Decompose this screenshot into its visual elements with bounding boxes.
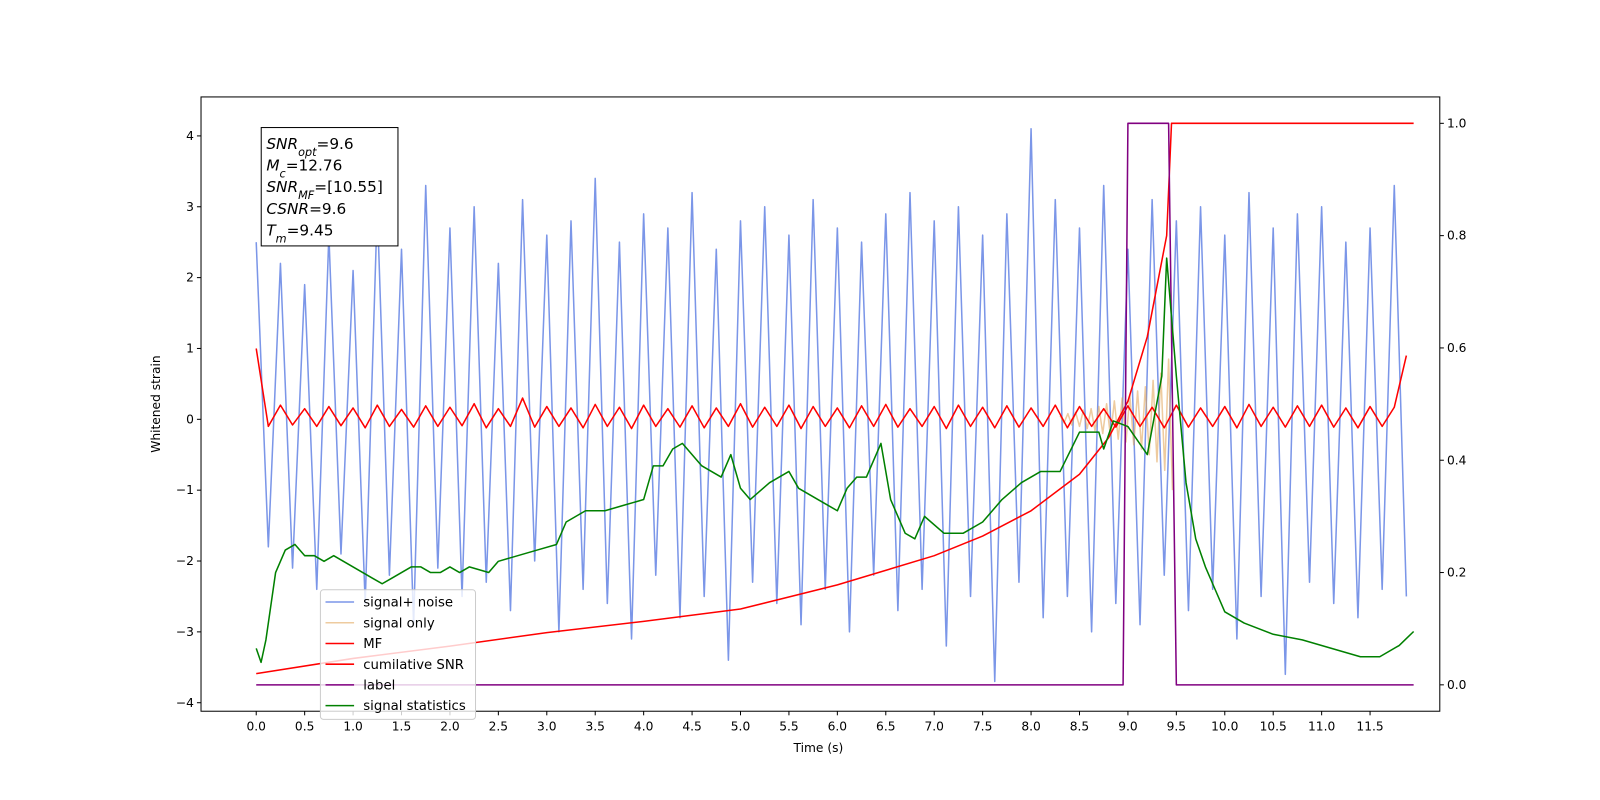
legend-label: signal only [363,616,435,631]
y2-tick-label: 0.2 [1447,566,1466,580]
x-tick-label: 2.0 [440,720,459,734]
annotation-value: =9.6 [317,135,354,153]
x-tick-label: 10.5 [1260,720,1287,734]
annotation-value: =9.6 [309,200,346,218]
y-tick-label: 0 [186,412,194,426]
x-tick-label: 6.5 [876,720,895,734]
y2-tick-label: 1.0 [1447,116,1466,130]
legend-label: signal+ noise [363,596,453,611]
annotation-symbol: T [266,222,277,240]
y2-tick-label: 0.4 [1447,453,1467,467]
annotation-subscript: m [276,232,287,245]
annotation-value: =12.76 [286,157,343,175]
annotation-value: =[10.55] [314,178,383,196]
annotation-line: Tm=9.45 [266,222,333,246]
y-tick-label: 3 [186,200,194,214]
annotation-subscript: c [280,167,287,180]
x-tick-label: 0.5 [295,720,314,734]
x-tick-label: 7.0 [924,720,943,734]
annotation-line: CSNR=9.6 [266,200,346,218]
x-tick-label: 4.5 [682,720,701,734]
annotation-box [260,127,399,247]
y-axis-label: Whitened strain [149,355,163,452]
legend-label: cumilative SNR [363,658,464,673]
x-tick-label: 9.5 [1167,720,1186,734]
y-tick-label: −2 [176,554,194,568]
x-tick-label: 10.0 [1211,720,1238,734]
y-tick-label: 4 [186,129,194,143]
annotation-value: =9.45 [287,222,334,240]
annotation-subscript: opt [298,145,317,158]
y2-tick-label: 0.8 [1447,229,1466,243]
annotation-symbol: SNR [266,178,298,196]
y-tick-label: 1 [186,342,194,356]
y2-tick-label: 0.0 [1447,678,1466,692]
series-line [256,122,1414,686]
x-tick-label: 3.5 [585,720,604,734]
annotation-symbol: SNR [266,135,298,153]
y-tick-label: −1 [176,483,194,497]
x-tick-label: 11.0 [1308,720,1335,734]
series-line [1059,358,1174,491]
series-line [255,128,1408,683]
x-tick-label: 11.5 [1356,720,1383,734]
annotation-symbol: CSNR [266,200,309,218]
x-tick-label: 2.5 [489,720,508,734]
x-tick-label: 9.0 [1118,720,1137,734]
series-line [255,257,1415,664]
x-tick-label: 8.0 [1021,720,1040,734]
legend-box [319,589,477,720]
series-line [255,348,1408,430]
annotation-line: SNRMF=[10.55] [266,178,382,202]
legend-label: signal statistics [363,699,466,714]
x-tick-label: 0.0 [246,720,265,734]
annotation-subscript: MF [298,189,315,202]
x-tick-label: 6.0 [828,720,847,734]
x-tick-label: 1.0 [343,720,362,734]
legend-label: label [363,678,395,693]
plot-frame [200,96,1441,712]
x-axis-label: Time (s) [792,741,843,755]
annotation-symbol: M [266,157,279,175]
x-tick-label: 5.5 [779,720,798,734]
annotation-line: SNRopt=9.6 [266,135,353,159]
x-tick-label: 4.0 [634,720,653,734]
x-tick-label: 1.5 [392,720,411,734]
x-tick-label: 7.5 [973,720,992,734]
annotation-line: Mc=12.76 [266,157,342,181]
y-tick-label: −3 [176,625,194,639]
series-line [256,122,1414,675]
y-tick-label: −4 [176,696,194,710]
x-tick-label: 3.0 [537,720,556,734]
y2-tick-label: 0.6 [1447,341,1467,355]
x-tick-label: 5.0 [731,720,750,734]
y-tick-label: 2 [186,271,194,285]
x-tick-label: 8.5 [1070,720,1089,734]
legend-label: MF [363,637,382,652]
